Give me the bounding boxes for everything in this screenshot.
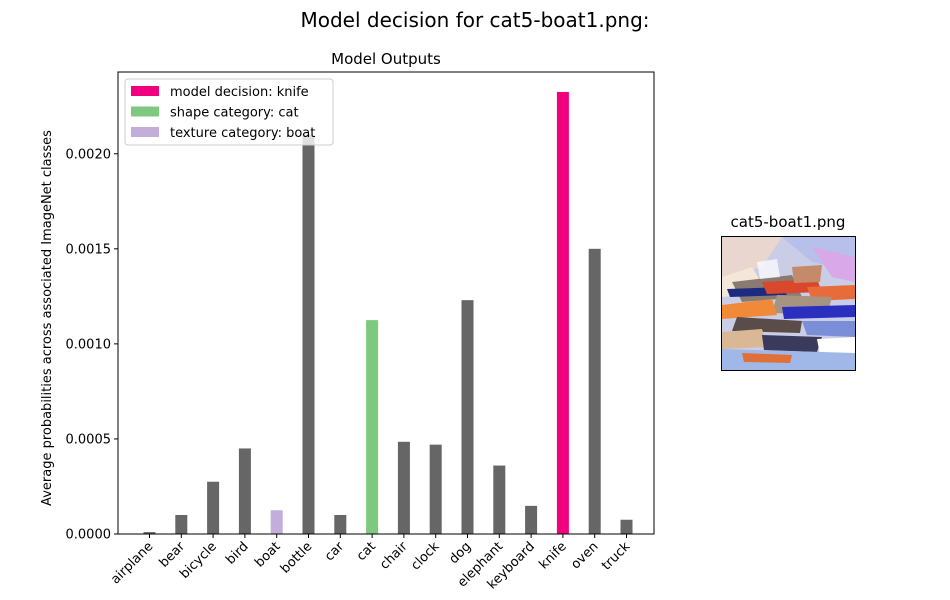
x-tick-label: truck: [599, 539, 634, 574]
legend-label: model decision: knife: [170, 85, 309, 100]
bar-chair: [397, 441, 410, 534]
legend: model decision: knife shape category: cat…: [124, 78, 334, 146]
y-axis-ticks: 0.0000 0.0005 0.0010 0.0015 0.0020: [66, 147, 118, 543]
bar-bottle: [302, 134, 315, 535]
x-tick-label: car: [322, 539, 348, 565]
x-tick-label: knife: [537, 539, 570, 572]
bar-bear: [175, 514, 188, 534]
x-tick-label: chair: [377, 539, 411, 573]
bar-boat: [270, 510, 283, 534]
x-tick-label: oven: [568, 539, 601, 572]
stylized-cat-boat-image: [721, 236, 856, 371]
y-tick-label: 0.0000: [66, 528, 112, 543]
plot-frame: [117, 71, 655, 535]
chart-title: Model Outputs: [331, 50, 441, 68]
x-tick-label: dog: [446, 539, 474, 567]
y-tick-label: 0.0010: [66, 337, 112, 352]
bar-oven: [588, 248, 601, 534]
y-tick-label: 0.0020: [66, 147, 112, 162]
bar-car: [334, 514, 347, 534]
bar-bicycle: [207, 481, 220, 534]
x-tick-label: bird: [223, 539, 251, 567]
bars-group: [143, 91, 633, 535]
y-axis-label: Average probabilities across associated …: [40, 130, 55, 506]
bar-bird: [238, 448, 251, 534]
x-tick-label: cat: [354, 539, 379, 564]
bar-knife: [556, 91, 569, 535]
x-tick-label: clock: [408, 539, 443, 574]
image-title: cat5-boat1.png: [730, 213, 846, 231]
legend-label: shape category: cat: [170, 106, 299, 121]
x-tick-label: airplane: [108, 539, 156, 587]
legend-swatch: [131, 127, 159, 137]
x-tick-label: bottle: [278, 539, 315, 576]
bar-airplane: [143, 532, 156, 534]
y-tick-label: 0.0005: [66, 432, 112, 447]
legend-swatch: [131, 86, 159, 96]
legend-swatch: [131, 106, 159, 117]
figure-suptitle: Model decision for cat5-boat1.png:: [300, 8, 650, 32]
bar-cat: [366, 320, 379, 534]
bar-truck: [620, 519, 633, 534]
y-tick-label: 0.0015: [66, 242, 112, 257]
legend-box: [124, 78, 334, 146]
bar-dog: [461, 300, 474, 534]
bar-keyboard: [525, 505, 538, 534]
bar-elephant: [493, 465, 506, 534]
legend-label: texture category: boat: [170, 126, 315, 141]
bar-clock: [429, 444, 442, 534]
